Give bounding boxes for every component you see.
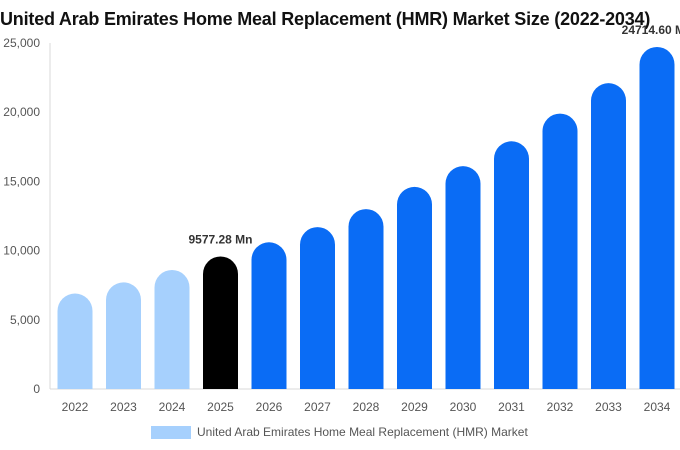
bar-2028 [348, 209, 384, 389]
y-tick-label: 25,000 [3, 36, 40, 50]
labels: 2022 2023 2024 2025 2026 2027 2028 2029 2030 2031… [62, 23, 680, 414]
data-label: 9577.28 Mn [188, 232, 252, 246]
bar-2027 [300, 227, 335, 389]
chart-title: United Arab Emirates Home Meal Replaceme… [0, 9, 651, 29]
x-tick-label: 2027 [304, 400, 331, 414]
x-tick-label: 2023 [110, 400, 137, 414]
axes: 0 5,000 10,000 15,000 20,000 25,000 [3, 36, 680, 396]
x-tick-label: 2032 [547, 400, 574, 414]
bar-2022 [57, 293, 93, 389]
legend-swatch [151, 425, 191, 439]
y-tick-label: 15,000 [3, 174, 40, 188]
bar-2030 [445, 166, 481, 389]
legend: United Arab Emirates Home Meal Replaceme… [151, 425, 528, 439]
bar-2032 [542, 113, 578, 390]
x-tick-label: 2025 [207, 400, 234, 414]
y-tick-label: 20,000 [3, 105, 40, 119]
x-tick-label: 2024 [159, 400, 186, 414]
x-tick-label: 2022 [62, 400, 89, 414]
bar-2026 [251, 242, 287, 389]
y-tick-label: 0 [33, 382, 40, 396]
x-tick-label: 2033 [595, 400, 622, 414]
bar-2024 [154, 269, 190, 389]
bar-2033 [591, 83, 626, 390]
x-tick-label: 2029 [401, 400, 428, 414]
bar-2023 [106, 282, 141, 389]
x-tick-label: 2026 [256, 400, 283, 414]
data-label: 24714.60 Mn [622, 23, 680, 37]
legend-label: United Arab Emirates Home Meal Replaceme… [197, 425, 528, 439]
x-tick-label: 2031 [498, 400, 525, 414]
x-tick-label: 2034 [644, 400, 671, 414]
y-tick-label: 5,000 [10, 313, 40, 327]
bar-2031 [494, 141, 529, 389]
y-tick-label: 10,000 [3, 244, 40, 258]
bar-2029 [397, 186, 432, 389]
bars [57, 46, 675, 390]
x-tick-label: 2028 [353, 400, 380, 414]
bar-2025 [203, 256, 238, 389]
bar-2034 [639, 46, 675, 389]
x-tick-label: 2030 [450, 400, 477, 414]
